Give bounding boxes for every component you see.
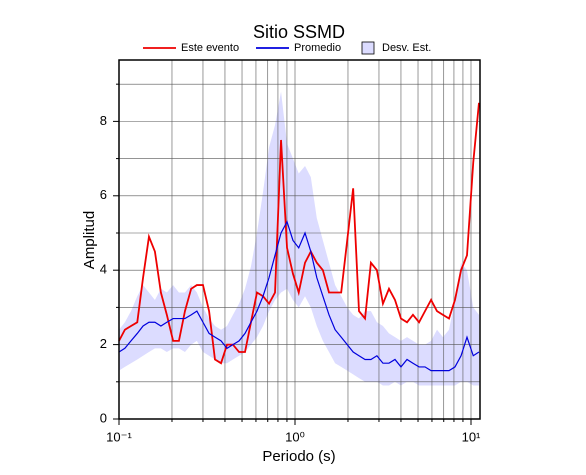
x-tick-label: 10⁰ — [285, 429, 305, 444]
x-axis-label: Periodo (s) — [262, 448, 335, 465]
series-line — [118, 220, 480, 372]
std-band — [119, 91, 479, 386]
legend-label: Este evento — [181, 42, 239, 54]
y-axis-label: Amplitud — [81, 211, 98, 269]
y-tick-label: 2 — [100, 336, 107, 351]
y-tick-label: 8 — [100, 113, 107, 128]
chart-title: Sitio SSMD — [253, 22, 345, 42]
legend-label: Promedio — [294, 42, 341, 54]
y-tick-label: 0 — [100, 410, 107, 425]
plot-frame — [118, 59, 481, 420]
series-line — [118, 102, 480, 365]
x-tick-label: 10⁻¹ — [106, 429, 132, 444]
legend-swatch — [361, 41, 375, 55]
x-tick-label: 10¹ — [462, 429, 481, 444]
legend-label: Desv. Est. — [382, 42, 431, 54]
y-tick-label: 4 — [100, 262, 107, 277]
y-tick-label: 6 — [100, 187, 107, 202]
